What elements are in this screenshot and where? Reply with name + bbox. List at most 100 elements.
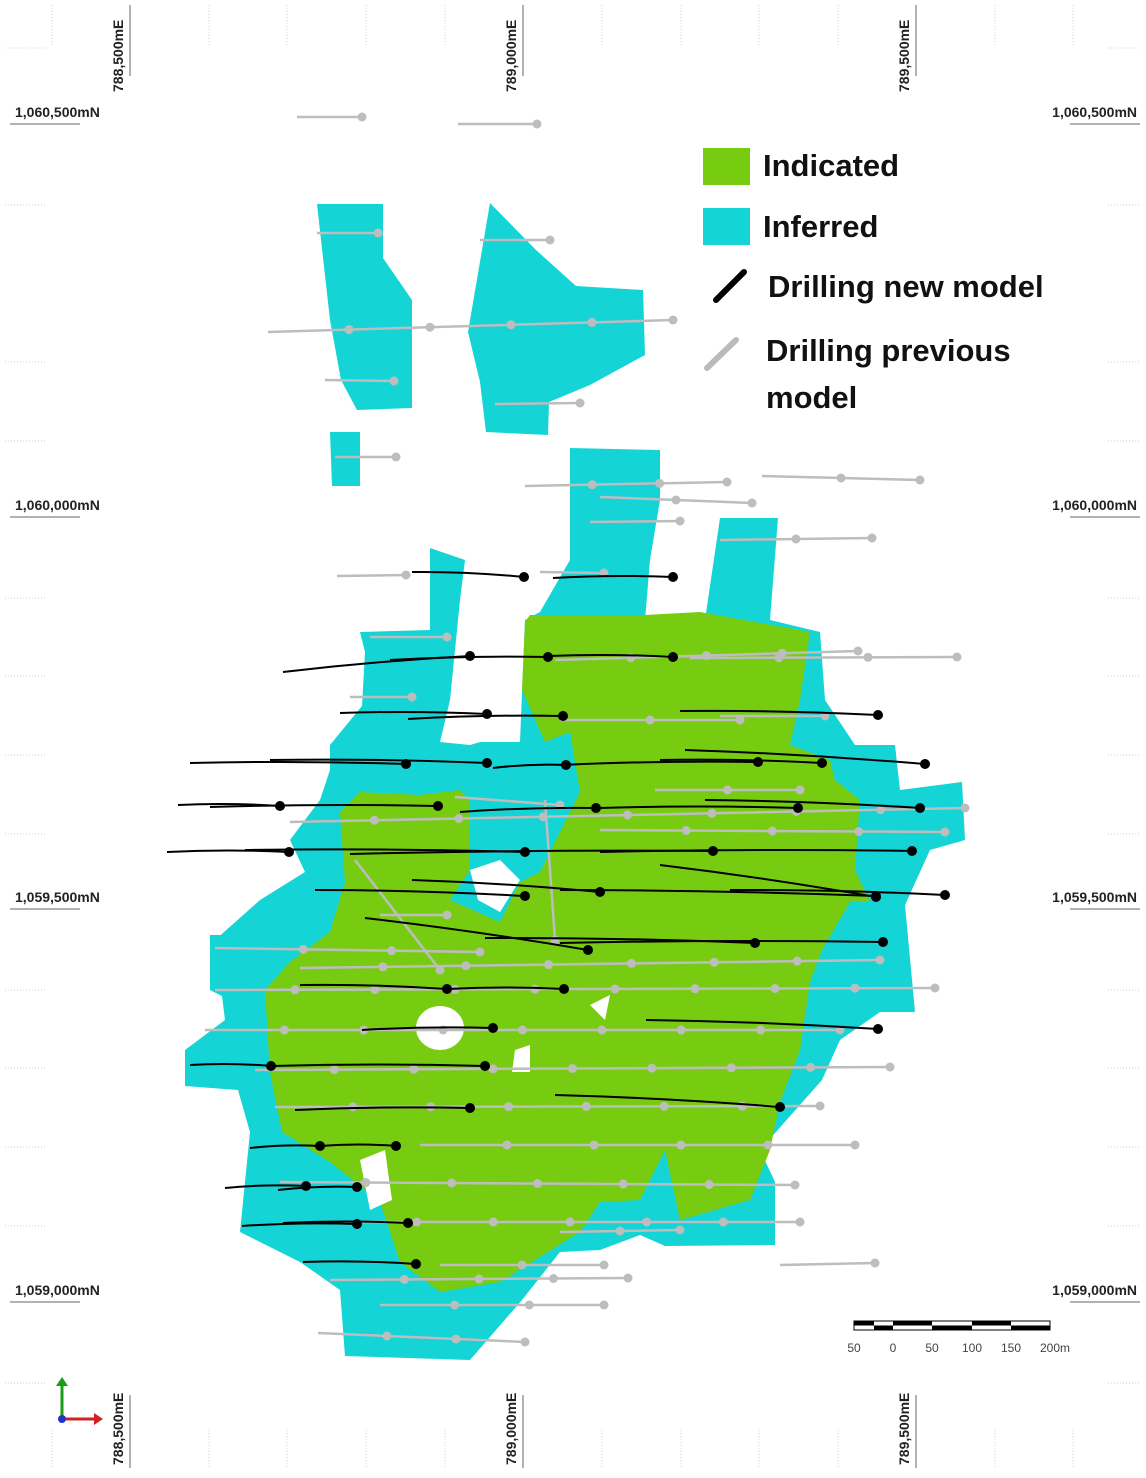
drill-collar	[474, 1274, 484, 1284]
drill-collar	[775, 1102, 785, 1112]
drill-collar	[867, 533, 877, 543]
drill-collar	[373, 228, 383, 238]
drill-collar	[870, 1258, 880, 1268]
northing-label: 1,060,000mN	[1052, 497, 1137, 513]
drill-trace	[224, 1184, 307, 1189]
drill-trace	[446, 986, 565, 990]
drill-trace	[543, 799, 557, 941]
drill-trace	[339, 710, 488, 715]
drill-trace	[214, 946, 481, 954]
drill-trace	[539, 570, 605, 575]
label-rules	[10, 5, 1140, 1468]
drill-trace	[299, 958, 881, 970]
drill-collar	[681, 826, 691, 835]
drill-collar	[763, 1140, 773, 1150]
drill-collar	[461, 961, 471, 971]
drill-collar	[940, 827, 950, 837]
drill-collar	[482, 709, 492, 719]
drill-collar	[575, 398, 585, 408]
drill-trace	[599, 805, 799, 809]
drill-collar	[853, 646, 863, 656]
drill-collar	[668, 315, 678, 325]
drill-trace	[324, 378, 395, 383]
drill-collar	[863, 652, 873, 662]
drill-collar	[504, 1102, 514, 1112]
drill-collar	[709, 957, 719, 967]
legend-swatch	[704, 337, 739, 371]
drill-collar	[409, 1064, 419, 1074]
northing-label: 1,059,000mN	[1052, 1282, 1137, 1298]
drill-trace	[189, 760, 407, 765]
drill-trace	[361, 1026, 494, 1031]
drill-collar	[878, 937, 888, 947]
scale-block	[854, 1321, 874, 1326]
drill-collar	[940, 890, 950, 900]
drill-collar	[369, 815, 379, 825]
drill-collar	[659, 1101, 669, 1111]
drill-collar	[618, 1179, 628, 1189]
drill-trace	[407, 714, 564, 720]
drill-collar	[382, 1331, 392, 1341]
drill-trace	[679, 709, 879, 716]
drill-collar	[378, 962, 388, 972]
scale-block	[972, 1321, 1011, 1326]
drill-collar	[530, 984, 540, 994]
scale-bar: 50 0 50 100 150 200m	[847, 1320, 1070, 1355]
drill-collar	[348, 1102, 358, 1112]
drill-trace	[547, 653, 674, 658]
drill-collar	[442, 632, 452, 642]
drill-collar	[447, 1178, 457, 1188]
drill-collar	[591, 803, 601, 813]
drill-collar	[668, 652, 678, 662]
drill-collar	[676, 1140, 686, 1150]
drill-collar	[690, 984, 700, 994]
drill-collar	[704, 1180, 714, 1189]
drill-collar	[655, 478, 665, 488]
drill-trace	[689, 655, 958, 660]
drilling-new	[166, 570, 950, 1269]
drill-trace	[389, 655, 549, 661]
axis-arrow	[94, 1413, 103, 1425]
drill-trace	[314, 889, 526, 897]
drill-collar	[645, 715, 655, 725]
drill-trace	[269, 758, 488, 764]
easting-label: 788,500mE	[110, 1393, 126, 1465]
drill-collar	[403, 1218, 413, 1228]
drill-trace	[354, 859, 441, 971]
scale-block	[932, 1325, 972, 1330]
drill-collar	[520, 1337, 530, 1347]
void	[360, 1150, 392, 1210]
drill-trace	[214, 986, 936, 992]
drill-collar	[568, 1064, 577, 1073]
axis-arrow	[56, 1377, 68, 1386]
drill-collar	[795, 785, 805, 795]
drill-trace	[241, 1222, 358, 1227]
drill-collar	[587, 317, 597, 327]
drill-collar	[517, 1260, 527, 1270]
drill-collar	[795, 1217, 805, 1227]
drill-trace	[302, 1260, 417, 1265]
drill-trace	[684, 749, 926, 765]
drill-collar	[401, 570, 411, 580]
scale-block	[874, 1325, 893, 1330]
drill-collar	[587, 480, 597, 490]
inferred-zone	[317, 204, 412, 410]
drill-trace	[267, 318, 674, 334]
drill-collar	[768, 826, 777, 836]
drill-collar	[747, 498, 757, 508]
drill-collar	[290, 985, 300, 995]
drill-trace	[270, 1063, 486, 1067]
drill-collar	[623, 1273, 633, 1283]
drill-trace	[494, 401, 581, 406]
drill-collar	[370, 985, 380, 995]
drill-collar	[723, 785, 732, 795]
drill-collar	[920, 759, 930, 769]
drill-collar	[482, 758, 492, 768]
drill-trace	[559, 939, 884, 944]
drill-collar	[599, 1260, 609, 1270]
northing-label: 1,060,500mN	[1052, 104, 1137, 120]
drill-trace	[659, 758, 823, 764]
grid-ticks	[5, 5, 1140, 1468]
indicated-zones	[265, 612, 870, 1292]
drill-collar	[792, 956, 802, 966]
